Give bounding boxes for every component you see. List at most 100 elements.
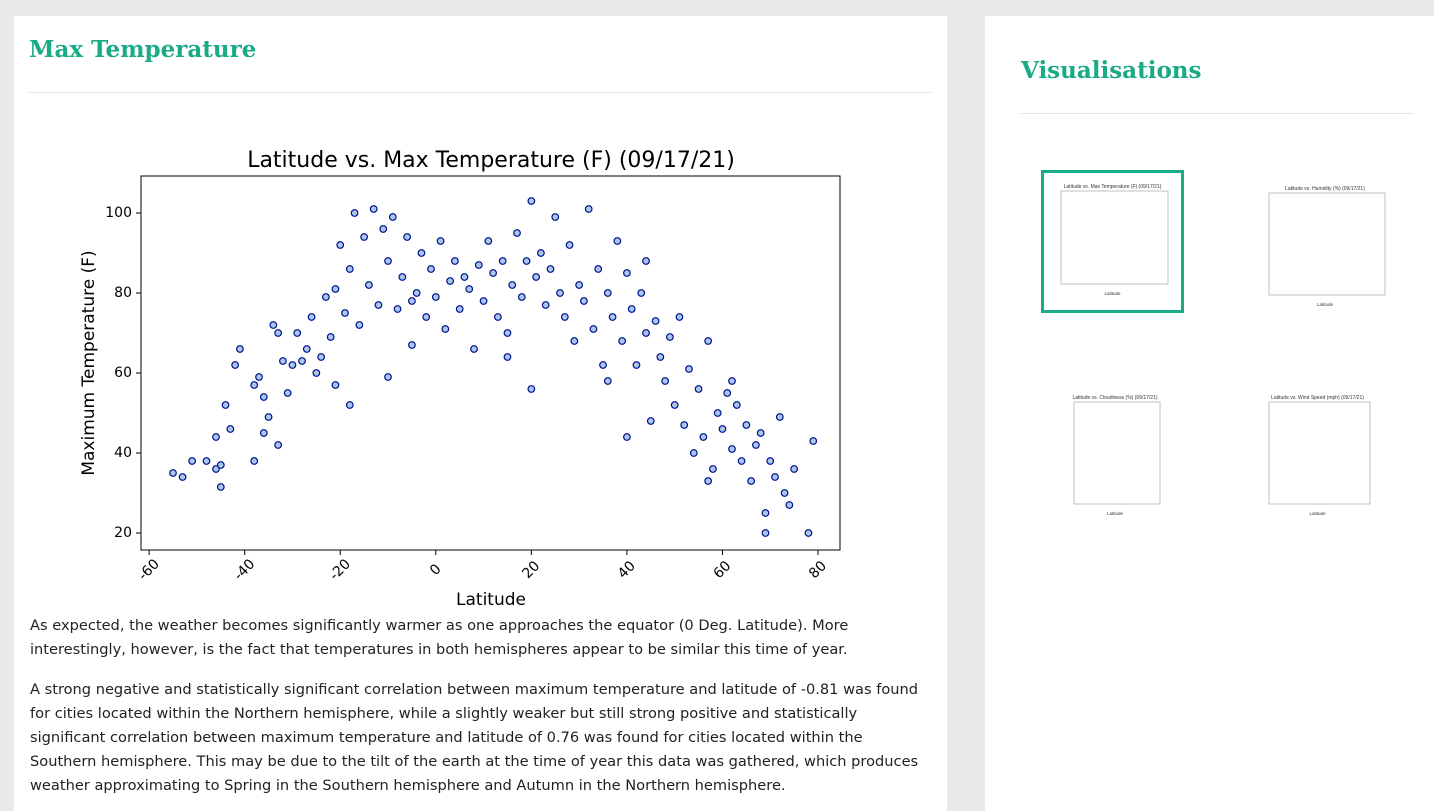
data-point [293, 329, 302, 337]
data-point [455, 305, 464, 313]
data-point [546, 265, 555, 273]
plot-frame [140, 175, 841, 551]
data-point [575, 281, 584, 289]
data-point [723, 389, 732, 397]
data-point [623, 269, 631, 277]
data-point [360, 233, 369, 241]
data-point [709, 465, 717, 473]
data-point [498, 257, 507, 265]
sidebar: Visualisations Latitude vs. Max Temperat… [985, 16, 1434, 811]
data-point [503, 353, 512, 361]
data-point [771, 473, 779, 481]
data-point [188, 457, 197, 465]
data-point [689, 449, 698, 457]
data-point [384, 257, 392, 265]
data-point [675, 313, 684, 321]
data-point [216, 483, 225, 491]
data-point [451, 257, 459, 265]
data-point [264, 413, 273, 421]
data-point [384, 373, 392, 381]
x-axis-label: Latitude [456, 590, 526, 610]
data-point [436, 237, 445, 245]
data-point [312, 369, 321, 377]
data-point [298, 357, 306, 365]
data-point [685, 365, 693, 373]
data-point [565, 241, 574, 249]
data-point [355, 321, 364, 329]
data-point [541, 301, 550, 309]
data-point [580, 297, 588, 305]
data-point [259, 393, 268, 401]
data-point [169, 469, 177, 477]
data-point [269, 321, 278, 329]
thumbnail[interactable]: Latitude vs. Max Temperature (F) (09/17/… [1041, 170, 1184, 313]
data-point [627, 305, 636, 313]
data-point [317, 353, 326, 361]
paragraph: As expected, the weather becomes signifi… [30, 617, 849, 658]
data-point [250, 381, 259, 389]
data-point [212, 465, 220, 473]
x-tick-label: 0 [427, 561, 445, 579]
data-point [618, 337, 627, 345]
data-point [202, 457, 211, 465]
data-point [412, 289, 421, 297]
data-point [646, 417, 655, 425]
y-tick-label: 20 [114, 525, 132, 541]
data-point [341, 309, 349, 317]
data-point [178, 473, 187, 481]
data-point [728, 377, 736, 385]
data-point [470, 345, 478, 353]
data-point [656, 353, 665, 361]
thumbnail-x-label: Latitude [1309, 511, 1326, 516]
data-point [599, 361, 607, 369]
data-point [694, 385, 703, 393]
data-point [642, 257, 650, 265]
thumbnail[interactable]: Latitude vs. Wind Speed (mph) (09/17/21)… [1255, 387, 1380, 527]
data-point [732, 401, 741, 409]
y-tick-label: 80 [114, 285, 132, 301]
data-point [226, 425, 235, 433]
data-point [637, 289, 646, 297]
data-point [761, 509, 770, 517]
data-point [761, 529, 770, 537]
thumbnail-frame [1073, 401, 1161, 505]
data-point [608, 313, 617, 321]
thumbnail[interactable]: Latitude vs. Cloudiness (%) (09/17/21) La… [1060, 387, 1170, 527]
data-point [446, 277, 455, 285]
data-point [417, 249, 426, 257]
thumbnail-title: Latitude vs. Cloudiness (%) (09/17/21) [1072, 395, 1157, 401]
data-point [322, 293, 330, 301]
thumbnail[interactable]: Latitude vs. Humidity (%) (09/17/21) Lati… [1255, 178, 1395, 318]
data-point [403, 233, 412, 241]
data-point [737, 457, 746, 465]
thumbnail-frame [1268, 192, 1386, 296]
data-point [379, 225, 388, 233]
data-point [231, 361, 240, 369]
data-point [623, 433, 631, 441]
data-point [785, 501, 794, 509]
chart-title: Latitude vs. Max Temperature (F) (09/17/… [247, 148, 735, 173]
main-panel: Max Temperature As expected, the weather… [14, 16, 947, 811]
y-axis-label: Maximum Temperature (F) [79, 250, 99, 475]
data-point [465, 285, 474, 293]
data-point [283, 389, 292, 397]
data-point [560, 313, 569, 321]
data-point [666, 333, 674, 341]
data-point [302, 345, 311, 353]
data-point [603, 377, 612, 385]
data-point [527, 197, 536, 205]
thumbnail-x-label: Latitude [1317, 302, 1334, 307]
data-point [431, 293, 440, 301]
data-point [441, 325, 450, 333]
y-tick-label: 40 [114, 445, 132, 461]
data-point [517, 293, 526, 301]
thumbnail-x-label: Latitude [1104, 291, 1121, 296]
data-point [704, 337, 713, 345]
data-point [642, 329, 650, 337]
data-point [742, 421, 751, 429]
data-point [532, 273, 541, 281]
thumbnail-title: Latitude vs. Wind Speed (mph) (09/17/21) [1271, 395, 1364, 401]
data-point [427, 265, 435, 273]
selected-border [1041, 170, 1184, 313]
